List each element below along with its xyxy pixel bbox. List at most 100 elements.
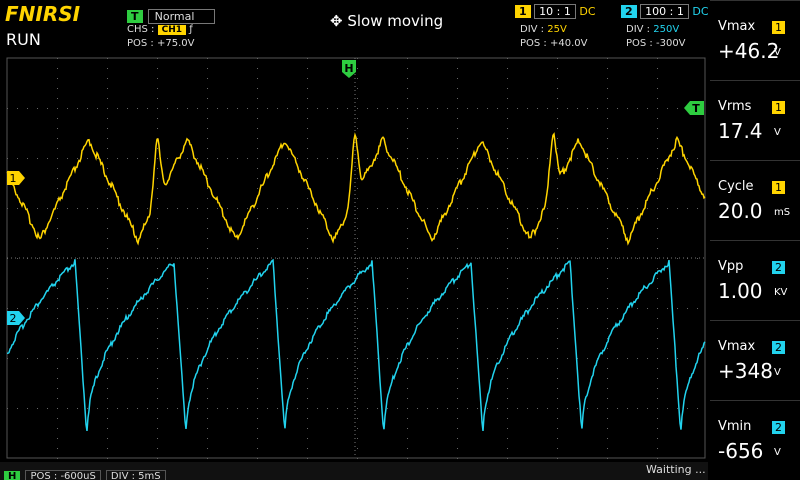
grid-dot bbox=[187, 158, 188, 159]
grid-dot bbox=[497, 308, 498, 309]
grid-dot bbox=[37, 308, 38, 309]
grid-dot bbox=[457, 378, 458, 379]
meas-label: Vmax bbox=[718, 19, 756, 34]
grid-dot bbox=[597, 158, 598, 159]
grid-dot bbox=[207, 298, 208, 299]
grid-dot bbox=[257, 58, 258, 59]
grid-dot bbox=[647, 108, 648, 109]
grid-dot bbox=[507, 68, 508, 69]
grid-dot bbox=[607, 358, 608, 359]
measurement: Vpp 2 1.00 KV bbox=[710, 240, 800, 319]
grid-dot bbox=[297, 408, 298, 409]
grid-dot bbox=[627, 158, 628, 159]
grid-dot bbox=[157, 208, 158, 209]
grid-dot bbox=[207, 408, 208, 409]
footer-div: DIV : 5mS bbox=[105, 470, 166, 480]
grid-dot bbox=[157, 218, 158, 219]
grid-dot bbox=[317, 358, 318, 359]
grid-dot bbox=[297, 358, 298, 359]
grid-dot bbox=[507, 268, 508, 269]
grid-dot bbox=[237, 308, 238, 309]
grid-dot bbox=[257, 238, 258, 239]
grid-dot bbox=[47, 208, 48, 209]
edge: ƒ bbox=[189, 24, 193, 35]
ch1-trace bbox=[6, 132, 706, 246]
grid-dot bbox=[457, 328, 458, 329]
grid-dot bbox=[277, 208, 278, 209]
grid-dot bbox=[67, 358, 68, 359]
grid-dot bbox=[357, 138, 358, 139]
grid-dot bbox=[457, 358, 458, 359]
grid-dot bbox=[147, 208, 148, 209]
grid-dot bbox=[157, 428, 158, 429]
grid-dot bbox=[507, 398, 508, 399]
grid-dot bbox=[657, 238, 658, 239]
grid-dot bbox=[157, 88, 158, 89]
grid-dot bbox=[467, 208, 468, 209]
grid-dot bbox=[437, 208, 438, 209]
grid-dot bbox=[117, 258, 118, 259]
grid-dot bbox=[437, 358, 438, 359]
grid-dot bbox=[457, 78, 458, 79]
grid-dot bbox=[177, 408, 178, 409]
grid-dot bbox=[607, 108, 608, 109]
grid-dot bbox=[57, 128, 58, 129]
grid-dot bbox=[207, 318, 208, 319]
grid-dot bbox=[637, 258, 638, 259]
grid-dot bbox=[457, 218, 458, 219]
grid-dot bbox=[167, 158, 168, 159]
grid-dot bbox=[237, 208, 238, 209]
grid-dot bbox=[657, 418, 658, 419]
grid-dot bbox=[457, 88, 458, 89]
grid-dot bbox=[377, 158, 378, 159]
grid-dot bbox=[337, 208, 338, 209]
grid-dot bbox=[457, 228, 458, 229]
grid-dot bbox=[127, 208, 128, 209]
grid-dot bbox=[307, 218, 308, 219]
grid-dot bbox=[217, 108, 218, 109]
grid-dot bbox=[537, 358, 538, 359]
grid-dot bbox=[157, 358, 158, 359]
grid-dot bbox=[657, 428, 658, 429]
grid-dot bbox=[107, 428, 108, 429]
grid-dot bbox=[557, 198, 558, 199]
meas-value: 1.00 bbox=[718, 279, 763, 303]
grid-dot bbox=[557, 248, 558, 249]
grid-dot bbox=[257, 358, 258, 359]
grid-dot bbox=[237, 108, 238, 109]
grid-dot bbox=[387, 108, 388, 109]
grid-dot bbox=[557, 88, 558, 89]
grid-dot bbox=[257, 208, 258, 209]
meas-unit: V bbox=[774, 367, 781, 378]
pos-label: POS : bbox=[626, 38, 653, 49]
grid-dot bbox=[307, 418, 308, 419]
grid-dot bbox=[207, 458, 208, 459]
footer-status: Waitting ... bbox=[646, 463, 706, 476]
meas-value: +46.2 bbox=[718, 39, 780, 63]
grid-dot bbox=[217, 308, 218, 309]
grid-dot bbox=[107, 388, 108, 389]
grid-dot bbox=[457, 458, 458, 459]
grid-dot bbox=[407, 448, 408, 449]
grid-dot bbox=[57, 278, 58, 279]
grid-dot bbox=[57, 198, 58, 199]
grid-dot bbox=[227, 308, 228, 309]
grid-dot bbox=[407, 338, 408, 339]
grid-dot bbox=[487, 208, 488, 209]
grid-dot bbox=[207, 338, 208, 339]
grid-dot bbox=[57, 348, 58, 349]
grid-dot bbox=[607, 208, 608, 209]
grid-dot bbox=[417, 408, 418, 409]
grid-dot bbox=[507, 98, 508, 99]
grid-dot bbox=[257, 298, 258, 299]
grid-dot bbox=[207, 198, 208, 199]
grid-dot bbox=[457, 398, 458, 399]
grid-dot bbox=[107, 448, 108, 449]
grid-dot bbox=[607, 418, 608, 419]
grid-dot bbox=[507, 298, 508, 299]
grid-dot bbox=[657, 278, 658, 279]
grid-dot bbox=[597, 208, 598, 209]
grid-dot bbox=[257, 398, 258, 399]
grid-dot bbox=[407, 158, 408, 159]
grid-dot bbox=[457, 178, 458, 179]
